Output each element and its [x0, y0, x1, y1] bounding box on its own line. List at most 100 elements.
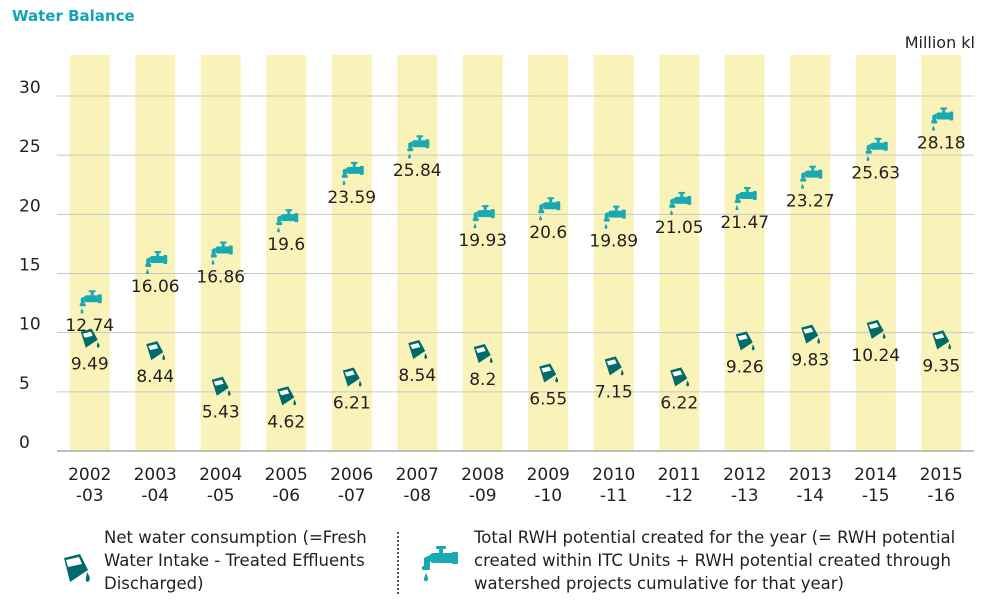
bucket-marker: [801, 324, 821, 344]
tap-marker: [734, 186, 757, 211]
bucket-marker: [146, 341, 166, 361]
consumption-value-label: 8.2: [469, 370, 496, 390]
x-tick-label: 2005: [265, 465, 308, 485]
x-tick-label: -10: [534, 486, 562, 506]
rwh-value-label: 19.6: [267, 235, 305, 255]
y-tick-label: 20: [19, 196, 41, 216]
chart-title: Water Balance: [12, 7, 135, 25]
x-tick-label: 2007: [396, 465, 439, 485]
bucket-marker: [342, 367, 362, 387]
x-tick-label: 2011: [658, 465, 701, 485]
rwh-value-label: 12.74: [65, 316, 114, 336]
column-band: [921, 55, 962, 451]
rwh-value-label: 21.05: [655, 218, 704, 238]
column-band: [397, 55, 438, 451]
chart-area: 0 5 10 15 20 25 30 Million kl 2002-03 2003-04 2004…: [19, 33, 975, 506]
consumption-value-label: 9.83: [791, 351, 829, 371]
consumption-value-label: 6.55: [529, 389, 567, 409]
x-tick-label: -13: [731, 486, 759, 506]
column-band: [331, 55, 372, 451]
rwh-value-label: 25.84: [393, 161, 442, 181]
bucket-marker: [408, 339, 428, 359]
x-tick-label: 2002: [68, 465, 111, 485]
legend-rwh: Total RWH potential created for the year…: [418, 526, 978, 600]
consumption-value-label: 8.54: [398, 366, 436, 386]
consumption-value-label: 8.44: [136, 367, 174, 387]
x-tick-label: -16: [927, 486, 955, 506]
consumption-value-label: 9.35: [922, 356, 960, 376]
bucket-marker: [735, 331, 755, 351]
column-band: [790, 55, 831, 451]
x-tick-label: -06: [272, 486, 300, 506]
consumption-value-label: 9.49: [71, 355, 109, 375]
x-tick-label: 2004: [199, 465, 242, 485]
y-tick-label: 25: [19, 137, 41, 157]
x-tick-label: 2006: [330, 465, 373, 485]
x-tick-label: 2008: [461, 465, 504, 485]
x-tick-label: -08: [403, 486, 431, 506]
bucket-marker: [80, 328, 100, 348]
y-tick-label: 30: [19, 78, 41, 98]
tap-marker: [407, 135, 430, 159]
x-tick-label: -07: [338, 486, 366, 506]
bucket-marker: [932, 330, 952, 350]
x-tick-label: -15: [862, 486, 890, 506]
consumption-value-label: 6.21: [333, 394, 371, 414]
tap-marker: [341, 161, 364, 186]
x-tick-label: 2015: [920, 465, 963, 485]
bucket-marker: [277, 386, 297, 406]
consumption-value-label: 9.26: [726, 357, 764, 377]
x-tick-label: 2010: [592, 465, 635, 485]
tap-marker: [669, 191, 692, 216]
tap-marker: [472, 205, 495, 229]
x-tick-label: 2014: [854, 465, 897, 485]
y-tick-label: 10: [19, 315, 41, 335]
column-band: [855, 55, 896, 451]
x-tick-label: -03: [76, 486, 104, 506]
column-band: [659, 55, 700, 451]
rwh-value-label: 23.27: [786, 192, 835, 212]
x-tick-label: -11: [600, 486, 628, 506]
consumption-value-label: 6.22: [660, 393, 698, 413]
y-tick-label: 0: [19, 433, 30, 453]
rwh-value-label: 23.59: [327, 188, 376, 208]
x-tick-label: -14: [796, 486, 824, 506]
bucket-marker: [604, 356, 624, 376]
legend-consumption: Net water consumption (=Fresh Water Inta…: [54, 526, 394, 600]
x-tick-label: 2003: [134, 465, 177, 485]
bucket-icon: [64, 554, 90, 582]
rwh-value-label: 16.06: [131, 277, 180, 297]
legend-consumption-text: Net water consumption (=Fresh Water Inta…: [104, 528, 367, 593]
y-tick-label: 15: [19, 256, 41, 276]
rwh-value-label: 25.63: [851, 164, 900, 184]
column-band: [135, 55, 176, 451]
bucket-marker: [473, 343, 493, 363]
x-tick-label: -09: [469, 486, 497, 506]
column-band: [724, 55, 765, 451]
x-tick-label: -05: [207, 486, 235, 506]
bucket-marker: [211, 376, 231, 396]
tap-marker: [145, 250, 168, 275]
consumption-value-label: 10.24: [851, 346, 900, 366]
consumption-value-label: 4.62: [267, 412, 305, 432]
consumption-value-label: 5.43: [202, 403, 240, 423]
column-band: [528, 55, 569, 451]
column-band: [266, 55, 307, 451]
column-band: [593, 55, 634, 451]
x-tick-label: 2013: [789, 465, 832, 485]
column-band: [462, 55, 503, 451]
bucket-marker: [866, 319, 886, 339]
rwh-value-label: 21.47: [720, 213, 769, 233]
x-tick-label: 2009: [527, 465, 570, 485]
tap-marker: [603, 205, 626, 229]
y-tick-label: 5: [19, 374, 30, 394]
rwh-value-label: 19.93: [458, 231, 507, 251]
tap-marker: [276, 209, 299, 233]
rwh-value-label: 19.89: [589, 232, 638, 252]
rwh-value-label: 16.86: [196, 267, 245, 287]
x-tick-label: 2012: [723, 465, 766, 485]
legend-rwh-text: Total RWH potential created for the year…: [474, 528, 956, 593]
x-tick-label: -12: [665, 486, 693, 506]
tap-marker: [865, 137, 888, 161]
consumption-value-label: 7.15: [595, 382, 633, 402]
